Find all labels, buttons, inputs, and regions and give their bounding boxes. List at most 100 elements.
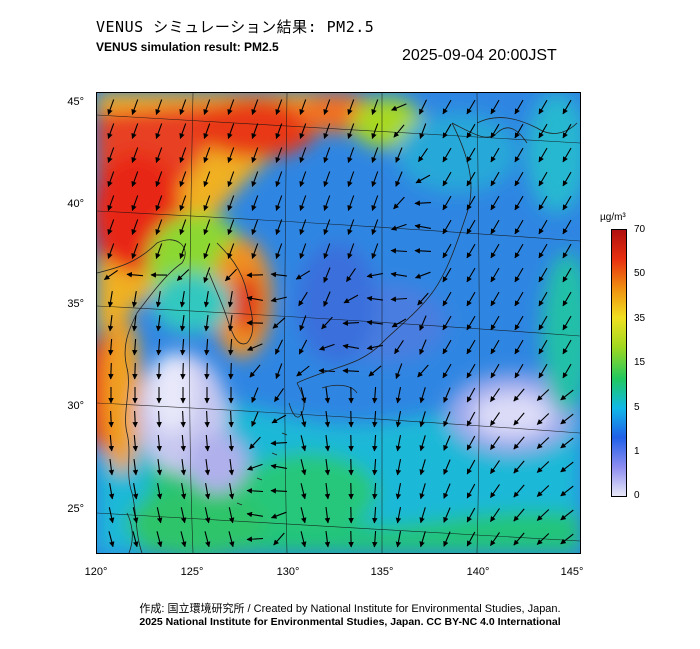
wind-arrow [419,339,427,355]
wind-arrow [131,147,139,164]
wind-arrow [514,363,524,379]
wind-arrow [443,411,451,427]
wind-arrow [490,195,500,211]
wind-arrow [442,315,452,331]
wind-arrow [228,410,234,428]
wind-arrow [513,508,525,522]
wind-arrow [466,243,476,259]
wind-arrow [466,363,476,379]
wind-arrow [203,219,211,236]
wind-arrow [300,483,307,500]
wind-arrow [562,99,572,115]
wind-arrow [562,339,572,355]
wind-arrow [108,338,114,356]
wind-arrow [490,339,500,355]
lon-tick-label: 120° [84,566,108,578]
lat-tick-label: 45° [67,96,84,108]
wind-arrow [251,171,259,188]
wind-arrow [204,410,210,428]
wind-arrow [538,291,548,307]
wind-arrow [346,268,356,283]
wind-arrow [103,269,118,281]
wind-arrow [538,339,548,355]
wind-arrow [270,463,287,470]
wind-arrow [323,219,331,236]
wind-arrow [347,195,355,212]
wind-arrow [180,459,187,476]
wind-arrow [323,99,331,116]
wind-arrow [560,413,574,425]
wind-arrow [490,460,500,475]
wind-arrow [560,437,574,449]
wind-arrow [156,362,162,380]
credit-line: 作成: 国立環境研究所 / Created by National Instit… [139,603,561,615]
wind-arrow [323,123,331,140]
wind-arrow [442,195,452,211]
wind-arrow [372,458,378,476]
wind-arrow [371,243,379,260]
wind-arrow [275,243,283,260]
wind-arrow [247,343,263,351]
forecast-datetime: 2025-09-04 20:00JST [402,47,557,64]
wind-arrow [203,243,211,260]
wind-arrow [538,219,548,235]
wind-arrow [347,243,355,260]
wind-arrow [372,386,378,404]
wind-arrow [513,460,525,474]
wind-arrow [321,316,333,330]
colorbar-unit: µg/m³ [600,212,626,223]
wind-arrow [203,147,211,164]
wind-arrow [251,387,259,403]
wind-arrow [366,319,383,326]
wind-arrow [249,436,261,450]
wind-arrow [131,123,139,140]
wind-arrow [466,147,476,163]
lon-tick-label: 145° [560,566,584,578]
wind-arrow [203,195,211,212]
wind-arrow [299,219,307,236]
wind-arrow [324,387,331,404]
wind-arrow [107,291,114,308]
wind-arrow [514,315,524,331]
wind-arrow [156,410,162,428]
wind-arrow [442,99,452,115]
wind-arrow [251,219,259,236]
wind-arrow [107,123,115,140]
wind-arrow [298,291,308,307]
wind-arrow [562,363,572,379]
wind-arrow [562,219,572,235]
wind-arrow [466,123,476,139]
wind-arrow [466,219,476,235]
map-title-english: VENUS simulation result: PM2.5 [96,40,279,54]
wind-arrow [395,458,402,476]
wind-arrow [562,315,572,331]
wind-arrow [514,99,524,115]
wind-arrow [442,219,452,235]
wind-arrow [300,507,307,524]
wind-arrow [156,338,162,356]
wind-arrow [131,99,139,116]
wind-arrow [227,291,234,308]
wind-arrow [275,147,283,164]
map-title-japanese: VENUS シミュレーション結果: PM2.5 [96,18,375,36]
wind-arrow [514,267,524,283]
wind-arrow [180,531,187,548]
wind-arrow [227,147,235,164]
wind-arrow [155,291,162,308]
lon-tick-label: 130° [276,566,300,578]
colorbar-label: 15 [634,357,646,368]
wind-arrow [300,411,307,428]
wind-arrow [490,388,500,403]
wind-arrow [347,123,355,140]
wind-arrow [395,506,402,524]
wind-arrow [562,291,572,307]
wind-arrow [156,507,163,524]
wind-arrow [466,387,476,403]
lat-tick-label: 35° [67,298,84,310]
colorbar-label: 70 [634,224,646,235]
wind-arrow [514,243,524,259]
wind-arrow [246,295,263,302]
wind-arrow [251,147,259,164]
wind-arrow [179,315,186,332]
wind-arrow [132,483,139,500]
